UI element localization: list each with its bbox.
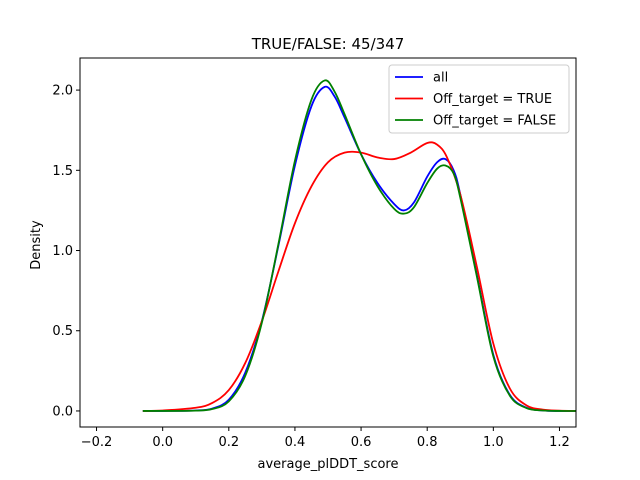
x-tick-label: −0.2 xyxy=(81,435,113,450)
y-tick-label: 0.5 xyxy=(52,324,73,339)
legend-box xyxy=(388,64,570,134)
ticks-layer: −0.2 0.0 0.2 0.4 0.6 0.8 1.0 1.2 0.0 0.5 1.0 1.5 2.0 xyxy=(52,84,569,450)
x-tick-label: 0.0 xyxy=(152,435,173,450)
legend-entry-label: all xyxy=(433,71,448,86)
series-layer xyxy=(142,79,577,412)
x-tick-label: 1.0 xyxy=(483,435,504,450)
y-tick-label: 2.0 xyxy=(52,84,73,99)
x-tick-label: 0.4 xyxy=(285,435,306,450)
x-axis-label: average_plDDT_score xyxy=(258,457,399,472)
legend: all Off_target = TRUE Off_target = FALSE xyxy=(388,64,570,134)
y-axis-label: Density xyxy=(29,220,44,270)
x-tick-label: 1.2 xyxy=(549,435,570,450)
x-tick-label: 0.2 xyxy=(218,435,239,450)
y-tick-label: 1.5 xyxy=(52,164,73,179)
legend-entry-label: Off_target = FALSE xyxy=(433,114,556,129)
y-tick-label: 0.0 xyxy=(52,404,73,419)
series-line-2 xyxy=(142,79,577,412)
chart-title: TRUE/FALSE: 45/347 xyxy=(251,35,405,53)
legend-entry-label: Off_target = TRUE xyxy=(433,92,552,107)
series-line-1 xyxy=(142,141,577,412)
x-tick-label: 0.8 xyxy=(417,435,438,450)
plot-area-frame xyxy=(79,57,577,428)
x-tick-label: 0.6 xyxy=(351,435,372,450)
y-tick-label: 1.0 xyxy=(52,244,73,259)
